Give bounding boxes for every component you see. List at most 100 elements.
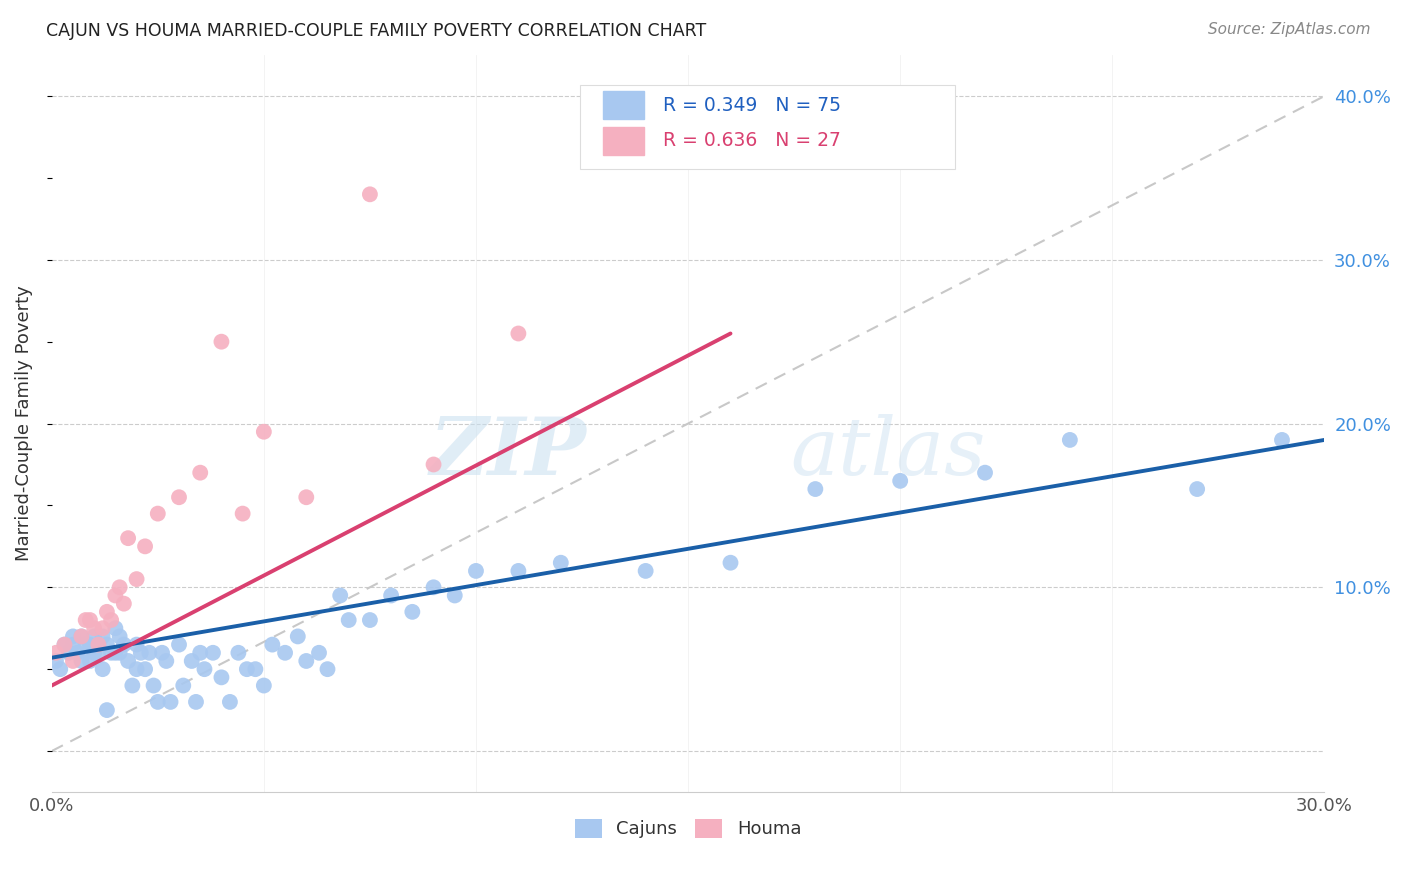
Point <box>108 580 131 594</box>
Point <box>422 580 444 594</box>
Point <box>79 613 101 627</box>
Point <box>53 638 76 652</box>
Point <box>1185 482 1208 496</box>
Point <box>117 654 139 668</box>
Point <box>720 556 742 570</box>
Point <box>87 646 110 660</box>
Point <box>129 646 152 660</box>
Point <box>1271 433 1294 447</box>
Point <box>125 638 148 652</box>
Point <box>804 482 827 496</box>
Point <box>91 629 114 643</box>
Point <box>188 466 211 480</box>
Point <box>62 654 84 668</box>
Point <box>62 638 84 652</box>
Point <box>104 646 127 660</box>
Point <box>79 654 101 668</box>
Point <box>125 662 148 676</box>
Point <box>66 646 89 660</box>
Point <box>1059 433 1081 447</box>
Point <box>83 646 105 660</box>
Point <box>172 679 194 693</box>
Point <box>337 613 360 627</box>
Point <box>79 638 101 652</box>
Point <box>96 638 118 652</box>
Point <box>58 646 80 660</box>
Point <box>443 589 465 603</box>
Text: R = 0.636   N = 27: R = 0.636 N = 27 <box>662 131 841 150</box>
Point <box>236 662 259 676</box>
Point <box>295 490 318 504</box>
Point <box>87 638 110 652</box>
Bar <box>603 91 644 120</box>
Point <box>209 670 232 684</box>
Point <box>550 556 572 570</box>
Point <box>125 572 148 586</box>
Point <box>70 654 93 668</box>
Point <box>134 662 156 676</box>
Point <box>329 589 352 603</box>
Point <box>508 326 530 341</box>
Point <box>889 474 911 488</box>
Point <box>70 629 93 643</box>
Point <box>274 646 297 660</box>
Point <box>253 679 276 693</box>
Point <box>117 531 139 545</box>
Point <box>508 564 530 578</box>
Point <box>45 646 67 660</box>
Point <box>112 638 135 652</box>
Point <box>70 629 93 643</box>
Point <box>75 638 97 652</box>
Point <box>91 662 114 676</box>
Point <box>83 621 105 635</box>
Text: Source: ZipAtlas.com: Source: ZipAtlas.com <box>1208 22 1371 37</box>
Legend: Cajuns, Houma: Cajuns, Houma <box>568 812 808 846</box>
Point <box>138 646 160 660</box>
Point <box>159 695 181 709</box>
Text: CAJUN VS HOUMA MARRIED-COUPLE FAMILY POVERTY CORRELATION CHART: CAJUN VS HOUMA MARRIED-COUPLE FAMILY POV… <box>46 22 707 40</box>
Point <box>96 703 118 717</box>
Point <box>308 646 330 660</box>
Point <box>188 646 211 660</box>
Point <box>253 425 276 439</box>
Point <box>146 695 169 709</box>
Point <box>245 662 267 676</box>
Point <box>142 679 165 693</box>
Point <box>83 629 105 643</box>
Point <box>262 638 284 652</box>
Point <box>287 629 309 643</box>
Point <box>108 646 131 660</box>
Point <box>359 613 381 627</box>
Point <box>974 466 997 480</box>
Point <box>155 654 177 668</box>
Text: ZIP: ZIP <box>429 414 586 491</box>
Point <box>180 654 202 668</box>
Point <box>184 695 207 709</box>
Point <box>228 646 250 660</box>
Point <box>150 646 173 660</box>
Point <box>100 613 122 627</box>
Point <box>104 589 127 603</box>
Point <box>108 629 131 643</box>
Point <box>193 662 215 676</box>
Point <box>219 695 242 709</box>
Point <box>96 605 118 619</box>
Point <box>45 654 67 668</box>
Point <box>380 589 402 603</box>
Point <box>422 458 444 472</box>
Point <box>167 638 190 652</box>
Point <box>100 646 122 660</box>
Point <box>121 679 143 693</box>
Point <box>201 646 224 660</box>
Y-axis label: Married-Couple Family Poverty: Married-Couple Family Poverty <box>15 285 32 561</box>
Point <box>49 662 72 676</box>
Point <box>167 490 190 504</box>
Point <box>634 564 657 578</box>
Point <box>75 613 97 627</box>
Point <box>146 507 169 521</box>
Point <box>134 540 156 554</box>
Text: atlas: atlas <box>790 414 986 491</box>
FancyBboxPatch shape <box>579 85 955 169</box>
Point <box>401 605 423 619</box>
Point <box>104 621 127 635</box>
